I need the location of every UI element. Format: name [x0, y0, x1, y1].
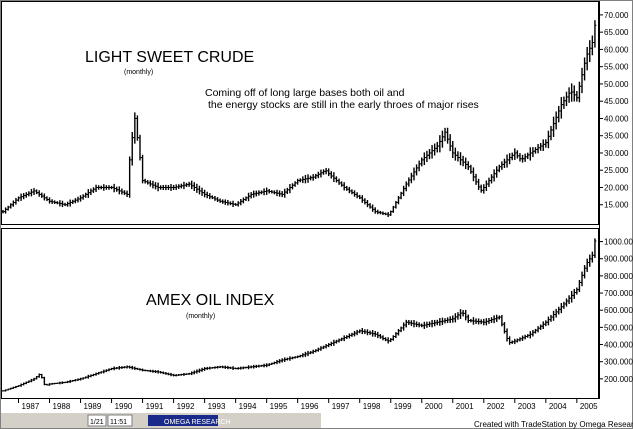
- oil-index-y-tick-label: 300.000: [604, 358, 633, 367]
- status-cell-2: [107, 414, 133, 427]
- annotation-line-2: the energy stocks are still in the early…: [208, 99, 479, 111]
- x-tick-label: 1993: [208, 402, 226, 411]
- x-tick-label: 1997: [332, 402, 350, 411]
- status-cell-1-text: 1/21: [90, 419, 104, 426]
- oil-index-y-tick-label: 800.000: [604, 272, 633, 281]
- crude-panel-frame: [1, 1, 599, 225]
- oil-index-y-tick-label: 900.000: [604, 255, 633, 264]
- x-axis: 1987 1988 1989 1990 1991 1992 1993 1994 1995 1996…: [18, 399, 598, 411]
- crude-y-tick-label: 40.000: [604, 114, 629, 123]
- oil-index-y-tick-label: 200.000: [604, 375, 633, 384]
- status-cell-1: [87, 414, 107, 427]
- x-tick-label: 1999: [394, 402, 412, 411]
- crude-y-tick-label: 30.000: [604, 149, 629, 158]
- status-cell-3-text: OMEGA RESEARCH: [164, 419, 231, 426]
- crude-subtitle: (monthly): [124, 69, 153, 76]
- x-tick-label: 2000: [425, 402, 443, 411]
- x-tick-label: 2003: [518, 402, 536, 411]
- oil-index-y-tick-label: 700.000: [604, 289, 633, 298]
- oil-index-y-tick-label: 400.000: [604, 341, 633, 350]
- x-tick-label: 1998: [363, 402, 381, 411]
- oil-index-title: AMEX OIL INDEX: [146, 292, 275, 309]
- oil-index-y-tick-label: 500.000: [604, 323, 633, 332]
- x-tick-label: 1996: [301, 402, 319, 411]
- crude-title: LIGHT SWEET CRUDE: [85, 49, 254, 66]
- oil-index-subtitle: (monthly): [186, 313, 215, 320]
- crude-y-axis: 15.000 20.000 25.000 30.000 35.000 40.000 45.0…: [599, 11, 629, 210]
- crude-y-tick-label: 20.000: [604, 183, 629, 192]
- oil-index-bars-group: [1, 238, 597, 392]
- status-cell-3[interactable]: [148, 415, 218, 426]
- x-tick-label: 1991: [146, 402, 164, 411]
- x-tick-label: 1992: [177, 402, 195, 411]
- x-tick-label: 1994: [239, 402, 257, 411]
- annotation-line-1: Coming off of long large bases both oil …: [205, 87, 405, 99]
- crude-y-tick-label: 50.000: [604, 80, 629, 89]
- x-tick-label: 1990: [115, 402, 133, 411]
- crude-y-tick-label: 45.000: [604, 97, 629, 106]
- crude-y-tick-label: 55.000: [604, 63, 629, 72]
- crude-y-tick-label: 60.000: [604, 45, 629, 54]
- x-tick-label: 1987: [22, 402, 40, 411]
- oil-index-y-tick-label: 600.000: [604, 306, 633, 315]
- x-tick-label: 2004: [549, 402, 567, 411]
- crude-bars-group: [1, 20, 597, 218]
- credit-text: Created with TradeStation by Omega Resea…: [474, 420, 633, 429]
- crude-y-tick-label: 25.000: [604, 166, 629, 175]
- x-tick-label: 2005: [580, 402, 598, 411]
- crude-y-tick-label: 15.000: [604, 201, 629, 210]
- crude-y-tick-label: 70.000: [604, 11, 629, 20]
- status-cell-2-text: 11:51: [110, 419, 127, 426]
- x-tick-label: 1989: [84, 402, 102, 411]
- crude-y-tick-label: 35.000: [604, 132, 629, 141]
- oil-index-y-axis: 200.000 300.000 400.000 500.000 600.000 700.0…: [599, 238, 633, 384]
- oil-index-panel-frame: [1, 228, 599, 399]
- x-tick-label: 2001: [456, 402, 474, 411]
- x-tick-label: 1995: [270, 402, 288, 411]
- crude-y-tick-label: 65.000: [604, 28, 629, 37]
- oil-index-y-tick-label: 1000.000: [604, 238, 633, 247]
- x-tick-label: 1988: [53, 402, 71, 411]
- x-tick-label: 2002: [487, 402, 505, 411]
